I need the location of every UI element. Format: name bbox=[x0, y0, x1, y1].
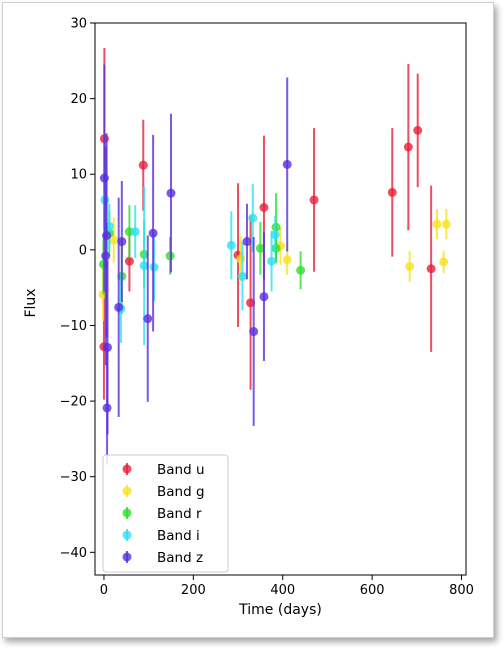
legend-swatch-marker bbox=[122, 530, 132, 540]
legend-swatch-marker bbox=[122, 464, 132, 474]
legend: Band u Band g Band r Band i Band z bbox=[102, 454, 229, 573]
point-band-u-9 bbox=[403, 142, 413, 152]
figure-frame: 0 200 400 600 800 30 20 10 0 −10 −20 −30 −40 Time (d… bbox=[2, 2, 494, 638]
point-band-z-11 bbox=[249, 327, 259, 337]
legend-label: Band i bbox=[157, 528, 200, 544]
legend-swatch-marker bbox=[122, 486, 132, 496]
y-tick-label: −10 bbox=[60, 319, 87, 334]
data-layer bbox=[98, 47, 451, 465]
point-band-i-4 bbox=[139, 261, 149, 271]
y-tick-label: −30 bbox=[60, 470, 87, 485]
point-band-u-2 bbox=[124, 256, 134, 266]
point-band-i-8 bbox=[248, 213, 258, 223]
y-tick-label: −40 bbox=[60, 546, 87, 561]
point-band-u-8 bbox=[387, 187, 397, 197]
point-band-z-5 bbox=[114, 302, 124, 312]
point-band-i-9 bbox=[267, 256, 277, 266]
legend-swatch-marker bbox=[122, 508, 132, 518]
point-band-z-12 bbox=[259, 292, 269, 302]
legend-label: Band g bbox=[157, 484, 205, 500]
x-tick-label: 0 bbox=[100, 583, 108, 598]
point-band-g-8 bbox=[441, 219, 451, 229]
x-tick-label: 200 bbox=[181, 583, 206, 598]
point-band-g-6 bbox=[432, 219, 442, 229]
legend-swatch-marker bbox=[122, 552, 132, 562]
point-band-g-2 bbox=[236, 254, 246, 264]
point-band-z-6 bbox=[117, 237, 127, 247]
x-tick-label: 800 bbox=[449, 583, 474, 598]
axes-ticks: 0 200 400 600 800 30 20 10 0 −10 −20 −30 −40 bbox=[60, 17, 474, 599]
y-tick-label: 30 bbox=[70, 17, 87, 32]
point-band-r-6 bbox=[255, 243, 265, 253]
x-tick-label: 600 bbox=[360, 583, 385, 598]
x-tick-label: 400 bbox=[270, 583, 295, 598]
point-band-u-10 bbox=[413, 125, 423, 135]
point-band-i-10 bbox=[270, 230, 280, 240]
point-band-g-5 bbox=[405, 261, 415, 271]
point-band-z-13 bbox=[282, 159, 292, 169]
point-band-z-9 bbox=[166, 188, 176, 198]
point-band-z-4 bbox=[102, 403, 112, 413]
point-band-u-7 bbox=[309, 195, 319, 205]
legend-label: Band u bbox=[157, 462, 205, 478]
point-band-u-6 bbox=[259, 203, 269, 213]
x-axis-label: Time (days) bbox=[238, 602, 322, 618]
point-band-z-10 bbox=[242, 237, 252, 247]
point-band-z-2 bbox=[102, 230, 112, 240]
legend-label: Band r bbox=[157, 506, 202, 522]
point-band-i-7 bbox=[238, 271, 248, 281]
y-tick-label: 10 bbox=[70, 168, 87, 183]
y-tick-label: −20 bbox=[60, 395, 87, 410]
point-band-u-3 bbox=[138, 160, 148, 170]
legend-box bbox=[102, 454, 229, 573]
point-band-g-4 bbox=[282, 255, 292, 265]
point-band-u-11 bbox=[426, 264, 436, 274]
point-band-r-9 bbox=[296, 265, 306, 275]
scatter-chart: 0 200 400 600 800 30 20 10 0 −10 −20 −30 −40 Time (d… bbox=[23, 17, 474, 619]
legend-label: Band z bbox=[157, 550, 203, 566]
point-band-i-6 bbox=[226, 240, 236, 250]
plot-area-frame bbox=[94, 22, 467, 576]
point-band-g-1 bbox=[109, 235, 119, 245]
y-tick-label: 0 bbox=[79, 243, 87, 258]
point-band-z-7 bbox=[143, 314, 153, 324]
point-band-z-8 bbox=[148, 228, 158, 238]
point-band-i-3 bbox=[130, 227, 140, 237]
y-axis-label: Flux bbox=[23, 288, 39, 317]
y-tick-label: 20 bbox=[70, 92, 87, 107]
point-band-g-7 bbox=[439, 257, 449, 267]
point-band-z-3 bbox=[103, 342, 113, 352]
